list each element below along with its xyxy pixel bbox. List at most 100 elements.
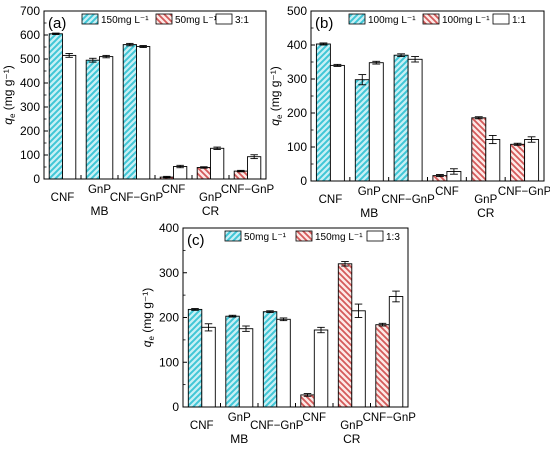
panel-label: (a) — [48, 15, 66, 32]
bar-gnp-plain — [351, 310, 366, 408]
legend-item: 100mg L⁻¹ — [348, 13, 416, 26]
error-bar — [279, 317, 288, 322]
bar-cnf−gnp-plain — [136, 46, 151, 180]
legend-swatch — [215, 13, 233, 25]
bar-cnf-cyan — [48, 33, 63, 180]
y-axis-title: qe (mg g⁻¹) — [268, 66, 284, 125]
legend-swatch — [155, 13, 173, 25]
bar-cnf−gnp-red — [233, 170, 248, 180]
error-bar — [319, 42, 328, 46]
y-tick-label: 500 — [20, 52, 40, 66]
bar-gnp-plain — [368, 62, 384, 182]
bar-cnf−gnp-plain — [524, 139, 540, 182]
legend-item: 3:1 — [215, 13, 249, 26]
bar-cnf-plain — [329, 64, 345, 182]
bar-gnp-plain — [99, 56, 114, 180]
error-bar — [139, 45, 147, 48]
legend-swatch — [224, 230, 242, 242]
y-tick-label: 200 — [287, 106, 307, 120]
legend-label: 1:1 — [512, 15, 526, 26]
bar-cnf-plain — [62, 54, 77, 180]
x-group-label: CR — [477, 206, 495, 220]
error-bar — [250, 154, 258, 160]
bar-gnp-red — [337, 263, 353, 408]
legend-swatch — [492, 13, 510, 25]
x-group-label: CR — [202, 204, 220, 218]
error-bar — [228, 314, 237, 318]
y-tick-label: 0 — [172, 400, 179, 414]
x-group-label: MB — [91, 204, 109, 218]
legend-item: 150mg L⁻¹ — [81, 13, 149, 26]
y-tick-label: 200 — [20, 124, 40, 138]
y-tick-label: 600 — [20, 28, 40, 42]
bar-cnf-cyan — [315, 43, 331, 182]
legend-item: 50mg L⁻¹ — [224, 230, 287, 243]
error-bar — [102, 54, 110, 59]
y-tick-label: 400 — [20, 76, 40, 90]
x-category-label: GnP — [358, 186, 381, 198]
error-bar — [89, 57, 97, 63]
y-tick-label: 300 — [20, 100, 40, 114]
bar-gnp-plain — [238, 328, 254, 408]
bar-cnf-plain — [313, 329, 329, 408]
error-bar — [213, 146, 221, 150]
error-bar — [372, 60, 381, 65]
y-tick-label: 100 — [20, 148, 40, 162]
x-group-label: MB — [230, 432, 248, 446]
legend-swatch — [81, 13, 99, 25]
error-bar — [52, 32, 60, 35]
error-bar — [358, 74, 367, 86]
x-category-label: CNF−GnP — [381, 194, 435, 206]
x-category-label: CNF — [162, 184, 186, 196]
x-group-label: CR — [343, 432, 361, 446]
chart-panel-1: 0100200300400500600700CNFGnPCNF−GnPCNFGn… — [1, 4, 275, 218]
legend-swatch — [366, 230, 384, 242]
error-bar — [392, 290, 400, 303]
error-bar — [237, 169, 245, 173]
legend-label: 150mg L⁻¹ — [315, 232, 363, 243]
x-category-label: CNF — [319, 194, 343, 206]
bar-cnf−gnp-plain — [276, 318, 291, 408]
legend-item: 1:1 — [492, 13, 526, 26]
error-bar — [397, 53, 406, 58]
legend-label: 50mg L⁻¹ — [244, 232, 287, 243]
legend-item: 1:3 — [366, 230, 400, 243]
error-bar — [449, 168, 458, 175]
error-bar — [176, 164, 184, 169]
x-category-label: CNF — [302, 412, 326, 424]
error-bar — [204, 323, 213, 332]
y-tick-label: 500 — [287, 4, 307, 18]
legend-label: 3:1 — [235, 15, 249, 26]
x-category-label: CNF — [435, 186, 459, 198]
x-category-label: GnP — [228, 412, 251, 424]
legend-item: 100mg L⁻¹ — [422, 13, 490, 26]
bar-gnp-cyan — [85, 59, 100, 180]
error-bar — [527, 136, 536, 143]
legend-item: 50mg L⁻¹ — [155, 13, 218, 26]
error-bar — [266, 310, 274, 314]
chart-panel-3: 0100200300400CNFGnPCNF−GnPCNFGnPCNF−GnPM… — [140, 221, 416, 446]
plot-frame — [43, 10, 267, 180]
error-bar — [474, 116, 483, 120]
legend-label: 100mg L⁻¹ — [368, 15, 416, 26]
bar-cnf−gnp-cyan — [393, 54, 409, 182]
error-bar — [411, 56, 419, 63]
bar-gnp-plain — [210, 147, 225, 180]
x-category-label: CNF−GnP — [363, 412, 417, 424]
error-bar — [488, 134, 497, 145]
legend-item: 150mg L⁻¹ — [295, 230, 363, 243]
x-category-label: CNF — [190, 420, 214, 432]
panel-label: (b) — [315, 15, 333, 32]
x-category-label: CNF−GnP — [250, 420, 304, 432]
bar-cnf−gnp-plain — [247, 156, 262, 180]
bar-gnp-cyan — [225, 315, 240, 408]
error-bar — [191, 308, 199, 311]
legend-label: 100mg L⁻¹ — [442, 15, 490, 26]
legend-swatch — [295, 230, 313, 242]
bar-gnp-plain — [485, 139, 501, 182]
bar-gnp-red — [196, 167, 211, 180]
x-category-label: CNF — [51, 192, 75, 204]
bar-cnf−gnp-cyan — [122, 44, 137, 180]
error-bar — [354, 303, 363, 318]
